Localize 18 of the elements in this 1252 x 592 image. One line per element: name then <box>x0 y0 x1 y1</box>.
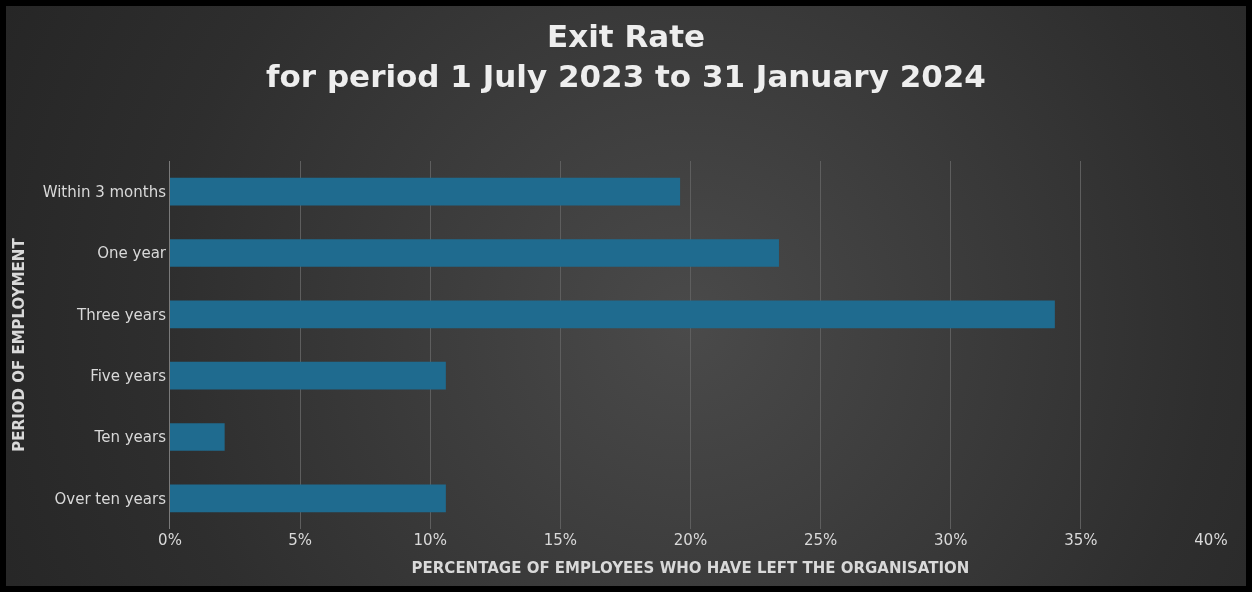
y-tick-label: One year <box>97 244 167 263</box>
y-tick-label: Three years <box>75 305 167 324</box>
x-tick-label: 20% <box>673 531 708 549</box>
x-tick-label: 15% <box>543 531 578 549</box>
x-tick-label: 0% <box>158 531 182 549</box>
y-axis-title: PERIOD OF EMPLOYMENT <box>9 237 28 452</box>
x-tick-label: 25% <box>803 531 838 549</box>
x-tick-label: 10% <box>413 531 447 549</box>
x-tick-label: 30% <box>934 531 968 549</box>
chart-title: Exit Rate for period 1 July 2023 to 31 January 2024 <box>266 17 986 94</box>
x-tick-label: 35% <box>1064 531 1098 549</box>
y-tick-label: Over ten years <box>54 489 167 508</box>
x-axis-title: PERCENTAGE OF EMPLOYEES WHO HAVE LEFT THE ORGANISATION <box>411 559 970 577</box>
y-tick-label: Ten years <box>93 428 167 447</box>
y-tick-label: Within 3 months <box>42 182 167 201</box>
y-tick-label: Five years <box>90 366 167 385</box>
x-tick-label: 5% <box>288 531 313 549</box>
x-tick-label: 40% <box>1194 531 1228 549</box>
